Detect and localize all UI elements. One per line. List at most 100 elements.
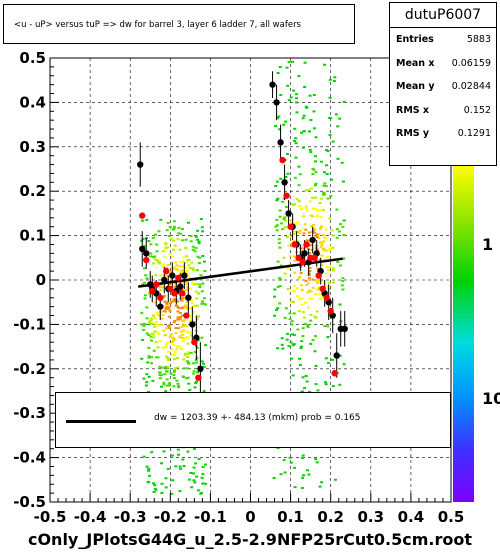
density-cell [342,234,346,237]
density-cell [342,257,346,260]
density-cell [332,281,336,284]
density-cell [293,466,297,469]
density-cell [281,228,285,231]
density-cell [186,376,190,379]
density-cell [153,315,157,318]
red-point [279,156,286,164]
density-cell [315,461,319,464]
density-cell [188,331,192,334]
density-cell [303,322,307,325]
density-cell [305,380,309,383]
density-cell [200,290,204,293]
density-cell [168,282,172,285]
density-cell [167,235,171,238]
density-cell [174,261,178,264]
density-cell [162,250,166,253]
density-cell [182,358,186,361]
density-cell [312,94,316,97]
density-cell [168,253,172,256]
density-cell [185,269,189,272]
density-cell [145,306,149,309]
density-cell [288,312,292,315]
density-cell [333,76,337,79]
density-cell [280,337,284,340]
density-cell [173,350,177,353]
density-cell [276,347,280,350]
density-cell [278,65,282,68]
density-cell [164,355,168,358]
density-cell [176,346,180,349]
density-cell [331,246,335,249]
density-cell [165,384,169,387]
density-cell [294,156,298,159]
red-point [167,285,174,293]
density-cell [299,347,303,350]
density-cell [283,219,287,222]
density-cell [320,264,324,267]
density-cell [293,139,297,142]
stats-value: 5883 [466,34,491,45]
density-cell [315,209,319,212]
density-cell [150,332,154,335]
density-cell [178,318,182,321]
density-cell [328,96,332,99]
density-cell [193,351,197,354]
red-point [295,254,302,261]
density-cell [282,218,286,221]
density-cell [197,262,201,265]
density-cell [171,268,175,271]
density-cell [331,267,335,270]
density-cell [167,307,171,310]
density-cell [300,284,304,287]
density-cell [155,250,159,253]
density-cell [278,285,282,288]
density-cell [172,377,176,380]
density-cell [314,160,318,163]
density-cell [331,269,335,272]
density-cell [288,456,292,459]
density-cell [305,189,309,192]
density-cell [193,250,197,253]
density-cell [158,374,162,377]
density-cell [277,238,281,241]
density-cell [143,281,147,284]
density-cell [282,459,286,462]
black-point [185,294,192,301]
density-cell [176,366,180,369]
density-cell [178,311,182,314]
density-cell [193,481,197,484]
density-cell [179,467,183,470]
density-cell [300,456,304,459]
x-tick-label: 0.3 [358,508,385,526]
density-cell [341,225,345,228]
density-cell [149,243,153,246]
density-cell [178,248,182,251]
density-cell [173,285,177,288]
stats-label: RMS y [396,128,430,139]
density-cell [275,229,279,232]
density-cell [276,117,280,120]
density-cell [146,361,150,364]
black-point [157,303,164,310]
density-cell [327,268,331,271]
density-cell [318,293,322,296]
density-cell [200,226,204,229]
black-point [197,365,204,372]
density-cell [279,94,283,97]
red-point [283,192,290,199]
density-cell [308,390,312,393]
density-cell [174,327,178,330]
density-cell [325,173,329,176]
density-cell [157,371,161,374]
density-cell [167,326,171,329]
density-cell [151,314,155,317]
density-cell [168,335,172,338]
density-cell [178,345,182,348]
density-cell [183,352,187,355]
density-cell [292,89,296,92]
density-cell [324,381,328,384]
density-cell [141,237,145,240]
density-cell [178,335,182,338]
density-cell [163,310,167,313]
density-cell [160,482,164,485]
